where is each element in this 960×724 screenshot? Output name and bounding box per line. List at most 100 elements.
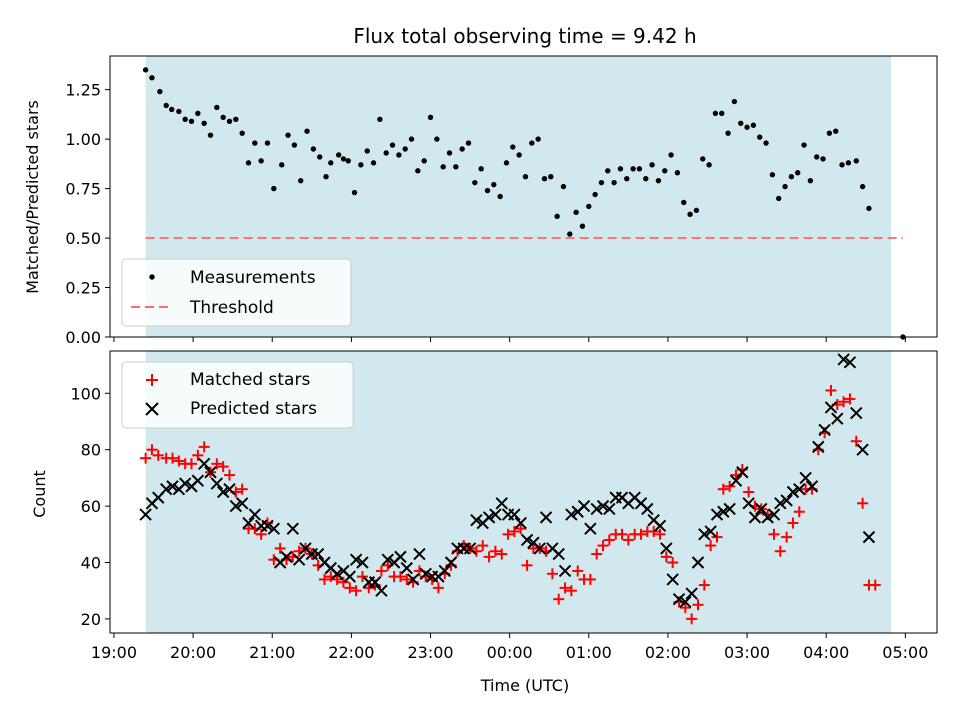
matched-star-point xyxy=(869,579,881,591)
matched-star-point xyxy=(635,528,647,540)
predicted-star-point xyxy=(166,480,179,493)
measurement-point xyxy=(554,213,560,219)
measurement-point xyxy=(317,154,323,160)
measurement-point xyxy=(763,140,769,146)
predicted-star-point-b xyxy=(292,553,306,566)
predicted-star-point-b xyxy=(685,587,698,600)
predicted-star-point-b xyxy=(299,542,312,555)
predicted-star-point-b xyxy=(533,542,546,555)
measurement-point xyxy=(687,211,693,218)
predicted-star-point-b xyxy=(527,536,540,549)
measurement-point xyxy=(719,110,725,117)
measurement-point xyxy=(826,130,833,136)
matched-star-point xyxy=(553,593,565,605)
predicted-star-point xyxy=(831,412,844,425)
predicted-star-point xyxy=(406,573,420,586)
predicted-star-point-b xyxy=(470,513,483,527)
predicted-star-point-b xyxy=(793,482,806,496)
predicted-star-point-b xyxy=(628,491,641,504)
predicted-star-point-b xyxy=(723,502,736,516)
measurement-point xyxy=(226,118,233,125)
predicted-star-point xyxy=(400,561,413,575)
count-x-tick-label: 02:00 xyxy=(645,643,691,662)
measurement-point xyxy=(453,164,459,170)
matched-star-point xyxy=(363,582,375,594)
predicted-star-point xyxy=(824,401,838,414)
predicted-star-point-b xyxy=(755,502,768,516)
predicted-star-point xyxy=(394,550,407,564)
predicted-star-point xyxy=(856,443,869,456)
measurement-point xyxy=(370,160,377,166)
predicted-star-point-b xyxy=(590,502,603,516)
matched-star-point xyxy=(584,573,596,585)
predicted-star-point-b xyxy=(546,542,559,555)
predicted-star-point-b xyxy=(191,474,205,487)
measurement-point xyxy=(163,102,169,109)
matched-star-point xyxy=(711,531,723,543)
ratio-y-tick-label: 1.25 xyxy=(65,81,101,100)
predicted-star-point xyxy=(755,502,768,516)
measurement-point xyxy=(188,118,195,125)
predicted-star-point xyxy=(533,542,546,555)
predicted-star-point-b xyxy=(603,502,616,516)
matched-star-point xyxy=(331,573,343,585)
measurement-point xyxy=(285,132,291,138)
legend-matched-label: Matched stars xyxy=(190,370,310,390)
predicted-star-point-b xyxy=(400,561,413,575)
measurement-point xyxy=(328,160,334,166)
measurement-point xyxy=(491,181,497,188)
matched-star-point xyxy=(146,444,158,456)
measurement-point xyxy=(415,168,421,174)
count-x-tick-label: 23:00 xyxy=(407,643,453,662)
matched-star-point xyxy=(192,449,204,461)
count-x-tick-label: 05:00 xyxy=(882,643,928,662)
predicted-star-point xyxy=(748,511,762,524)
predicted-star-point xyxy=(641,502,654,516)
matched-star-point xyxy=(724,480,736,492)
predicted-star-point xyxy=(210,477,224,490)
measurement-point xyxy=(788,174,795,180)
predicted-star-point xyxy=(558,564,572,578)
predicted-star-point-b xyxy=(343,570,356,583)
matched-star-point xyxy=(274,542,286,554)
predicted-star-point xyxy=(793,482,806,496)
measurement-point xyxy=(681,199,687,206)
predicted-star-point xyxy=(286,522,300,535)
predicted-star-point xyxy=(197,457,211,471)
matched-star-point xyxy=(255,528,267,540)
matched-star-point xyxy=(502,528,514,540)
measurement-point xyxy=(630,166,636,172)
predicted-star-point-b xyxy=(666,573,679,586)
predicted-star-point-b xyxy=(223,482,236,496)
measurement-point xyxy=(510,144,516,150)
matched-star-point xyxy=(318,573,330,585)
matched-star-point xyxy=(717,483,729,495)
measurement-point xyxy=(484,187,491,194)
measurement-point xyxy=(529,140,535,146)
measurement-point xyxy=(252,140,258,146)
predicted-star-point-b xyxy=(210,477,224,490)
count-legend-box xyxy=(121,361,354,429)
predicted-star-points xyxy=(139,353,876,609)
count-x-tick-label: 19:00 xyxy=(91,643,137,662)
predicted-star-point-b xyxy=(482,511,496,524)
predicted-star-point xyxy=(850,406,863,420)
measurement-point xyxy=(323,174,329,180)
measurement-point xyxy=(750,122,757,128)
matched-star-point xyxy=(375,565,387,577)
predicted-star-point xyxy=(698,528,711,541)
matched-star-point xyxy=(356,571,368,583)
predicted-star-point xyxy=(812,440,825,454)
measurement-point xyxy=(839,162,845,168)
measurement-point xyxy=(440,164,446,170)
measurement-point xyxy=(776,195,782,202)
predicted-star-point-b xyxy=(330,567,344,580)
predicted-star-point-b xyxy=(356,556,369,569)
predicted-star-point xyxy=(729,474,743,487)
measurement-point xyxy=(245,160,252,166)
matched-star-point xyxy=(781,531,793,543)
predicted-star-point-b xyxy=(710,508,724,521)
predicted-star-point-b xyxy=(197,457,211,471)
measurement-point xyxy=(214,104,220,111)
measurement-point xyxy=(535,136,541,142)
